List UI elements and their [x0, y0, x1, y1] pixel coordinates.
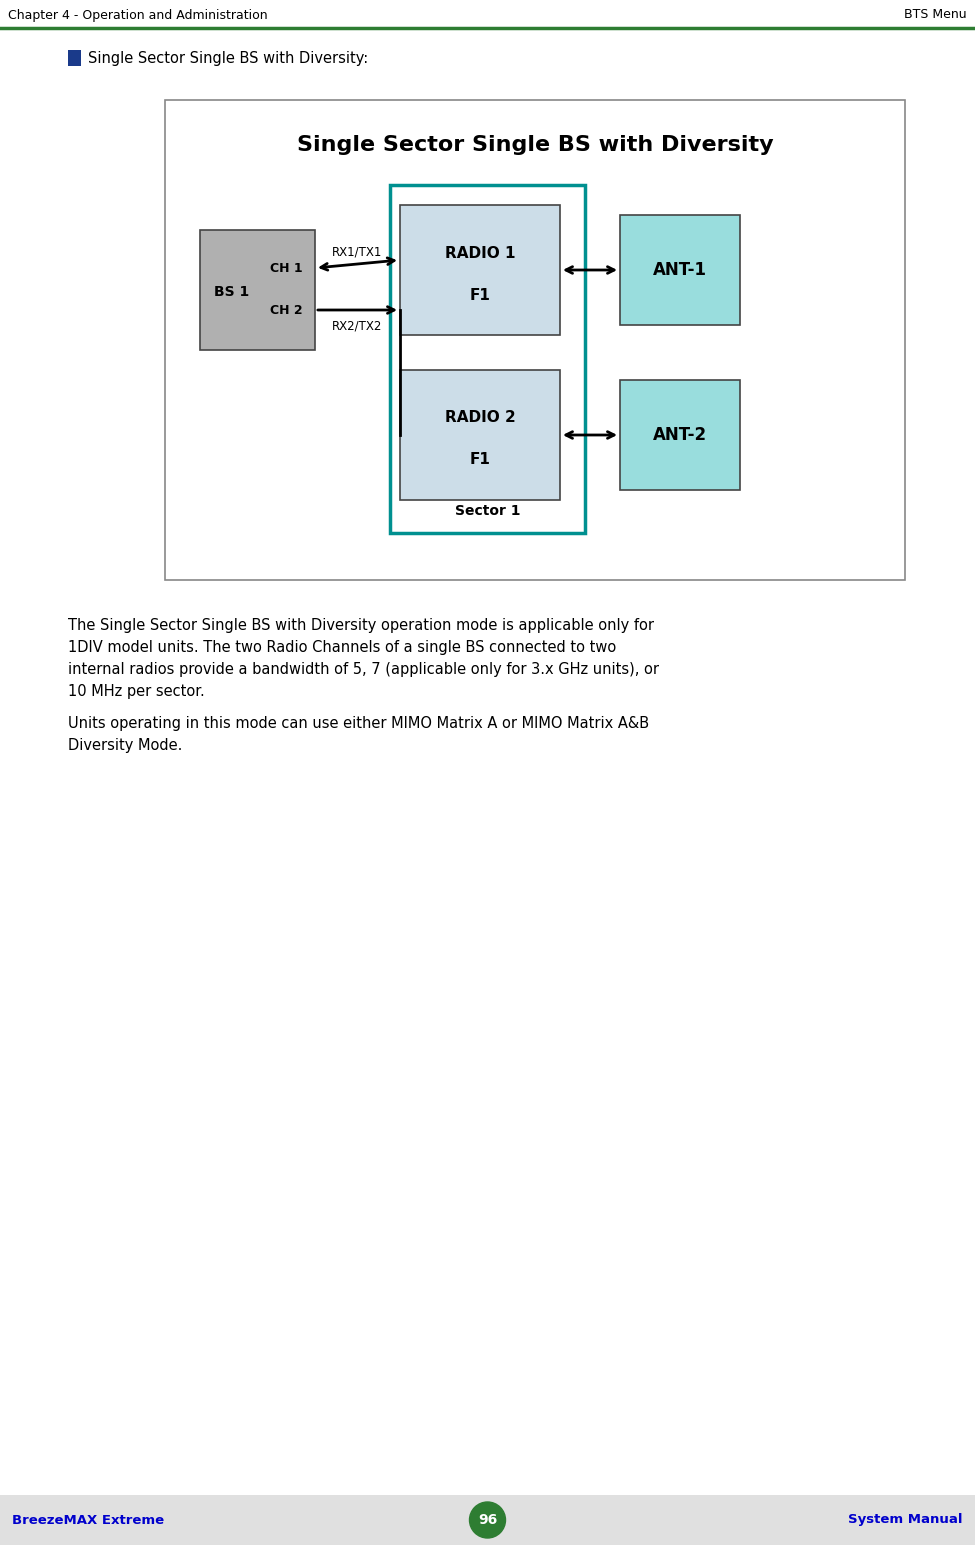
Bar	[68, 49, 81, 66]
Text: Single Sector Single BS with Diversity: Single Sector Single BS with Diversity	[296, 134, 773, 154]
Bar	[0, 1496, 975, 1545]
Text: CH 1: CH 1	[270, 261, 302, 275]
Circle shape	[470, 1502, 505, 1537]
Text: Chapter 4 - Operation and Administration: Chapter 4 - Operation and Administration	[8, 9, 267, 22]
Text: 10 MHz per sector.: 10 MHz per sector.	[68, 684, 205, 698]
Text: Units operating in this mode can use either MIMO Matrix A or MIMO Matrix A&B: Units operating in this mode can use eit…	[68, 715, 649, 731]
Text: System Manual: System Manual	[848, 1514, 963, 1526]
Text: F1: F1	[470, 453, 490, 468]
Text: Single Sector Single BS with Diversity:: Single Sector Single BS with Diversity:	[88, 51, 369, 65]
Bar	[200, 230, 315, 351]
Text: F1: F1	[470, 287, 490, 303]
Text: 96: 96	[478, 1513, 497, 1526]
Text: 1DIV model units. The two Radio Channels of a single BS connected to two: 1DIV model units. The two Radio Channels…	[68, 640, 616, 655]
Text: ANT-1: ANT-1	[653, 261, 707, 280]
Text: RX2/TX2: RX2/TX2	[332, 320, 382, 332]
Bar	[390, 185, 585, 533]
Text: internal radios provide a bandwidth of 5, 7 (applicable only for 3.x GHz units),: internal radios provide a bandwidth of 5…	[68, 661, 659, 677]
Bar	[620, 380, 740, 490]
Text: RADIO 1: RADIO 1	[445, 246, 515, 261]
Bar	[165, 100, 905, 579]
Bar	[400, 369, 560, 501]
Text: CH 2: CH 2	[270, 303, 302, 317]
Text: BTS Menu: BTS Menu	[905, 9, 967, 22]
Text: The Single Sector Single BS with Diversity operation mode is applicable only for: The Single Sector Single BS with Diversi…	[68, 618, 654, 633]
Text: BS 1: BS 1	[214, 284, 250, 300]
Text: Diversity Mode.: Diversity Mode.	[68, 739, 182, 752]
Text: ANT-2: ANT-2	[653, 426, 707, 443]
Text: BreezeMAX Extreme: BreezeMAX Extreme	[12, 1514, 164, 1526]
Bar	[620, 215, 740, 324]
Text: RADIO 2: RADIO 2	[445, 411, 516, 425]
Bar	[400, 205, 560, 335]
Text: Sector 1: Sector 1	[454, 504, 521, 518]
Text: RX1/TX1: RX1/TX1	[332, 246, 382, 258]
